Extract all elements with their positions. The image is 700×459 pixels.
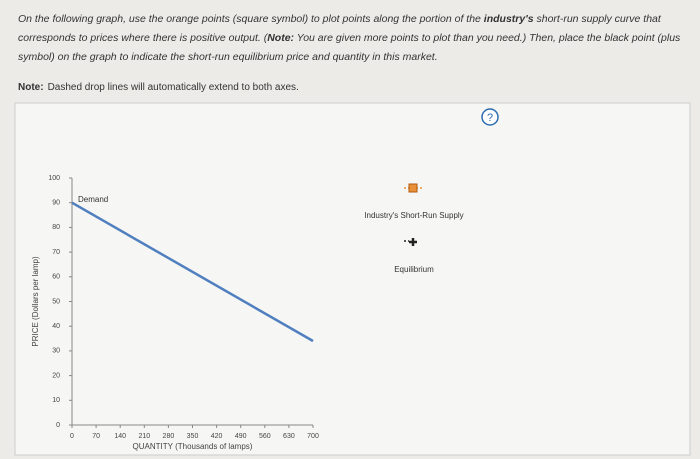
supply-tool[interactable] [408, 183, 418, 193]
y-tick-label: 0 [56, 422, 60, 429]
y-tick-label: 10 [52, 397, 60, 404]
x-tick-label: 560 [259, 433, 271, 440]
y-tick-label: 80 [52, 224, 60, 231]
panel-frame [14, 102, 691, 456]
x-tick-label: 700 [307, 433, 319, 440]
y-tick-label: 60 [52, 274, 60, 281]
note: Note: Dashed drop lines will automaticall… [18, 82, 299, 93]
x-tick-label: 210 [138, 433, 150, 440]
instruction-text: On the following graph, use the orange p… [18, 13, 484, 25]
y-tick-label: 90 [52, 200, 60, 207]
x-tick-label: 70 [92, 433, 100, 440]
y-tick-label: 70 [52, 249, 60, 256]
y-tick-label: 20 [52, 372, 60, 379]
x-tick-label: 0 [70, 433, 74, 440]
instruction-text: short-run supply curve that corresponds … [18, 13, 661, 44]
y-tick-label: 30 [52, 348, 60, 355]
x-axis-title: QUANTITY (Thousands of lamps) [133, 442, 253, 451]
x-tick-label: 350 [187, 433, 199, 440]
x-tick-label: 280 [163, 433, 175, 440]
y-tick-label: 100 [48, 175, 60, 182]
y-tick-label: 40 [52, 323, 60, 330]
equilibrium-tool[interactable] [409, 238, 417, 246]
tool-label: Equilibrium [394, 265, 434, 274]
note-text: Dashed drop lines will automatically ext… [47, 82, 299, 93]
x-tick-label: 490 [235, 433, 247, 440]
tool-label: Industry's Short-Run Supply [364, 211, 463, 220]
instruction-text: Note: [267, 32, 295, 44]
y-axis-title: PRICE (Dollars per lamp) [31, 256, 40, 347]
instruction-text: You are given more points to plot than y… [18, 32, 681, 63]
instructions: On the following graph, use the orange p… [18, 10, 683, 67]
demand-line [71, 201, 314, 343]
x-tick-label: 420 [211, 433, 223, 440]
note-label: Note: [18, 82, 44, 93]
x-tick-label: 630 [283, 433, 295, 440]
x-tick-label: 140 [114, 433, 126, 440]
series-label: Demand [78, 195, 108, 204]
help-button[interactable] [481, 108, 499, 126]
help-icon[interactable]: ? [487, 112, 493, 124]
y-tick-label: 50 [52, 298, 60, 305]
instruction-text: industry's [483, 13, 534, 25]
